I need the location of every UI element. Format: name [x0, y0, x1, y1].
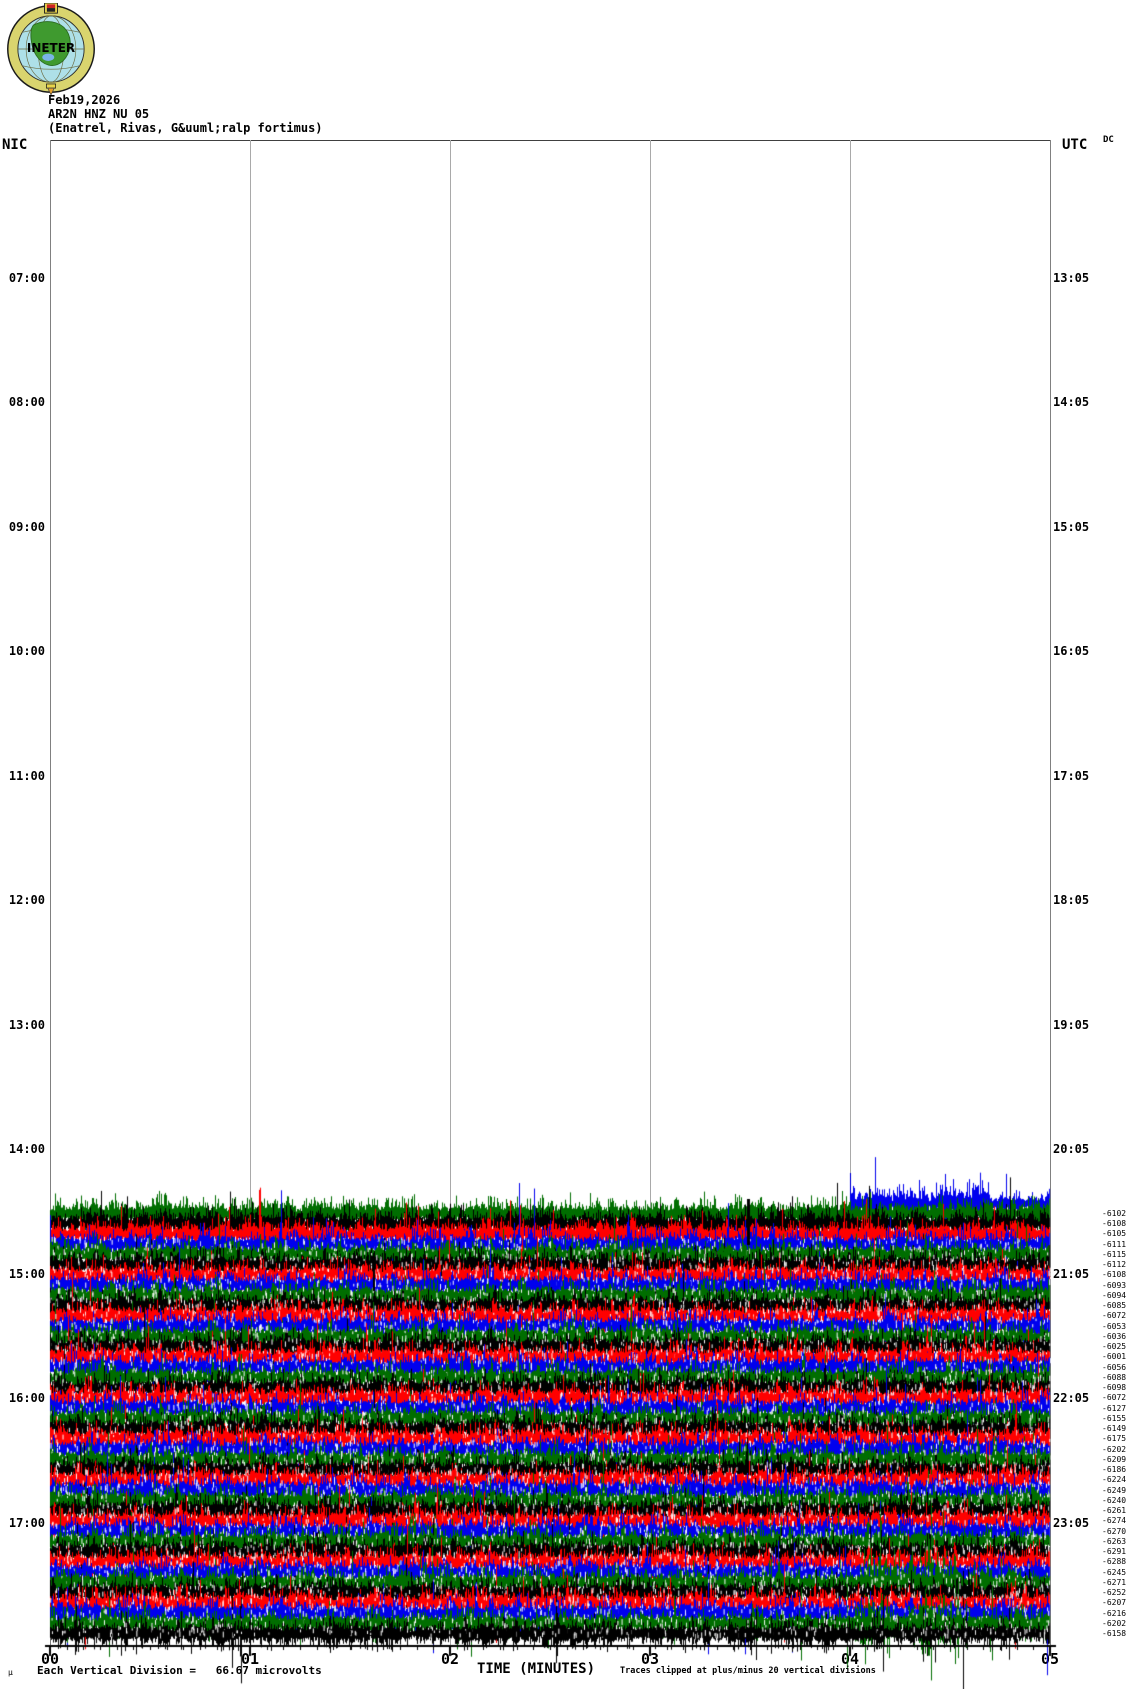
right-axis-label: UTC: [1062, 137, 1088, 153]
clip-note: Traces clipped at plus/minus 20 vertical…: [620, 1666, 876, 1676]
micro-symbol: µ: [8, 1668, 13, 1677]
ineter-logo-icon: INETER: [7, 3, 95, 95]
left-axis-label: NIC: [2, 137, 28, 153]
station-code: AR2N HNZ NU 05: [48, 107, 150, 121]
division-note: Each Vertical Division = 66.67 microvolt…: [37, 1664, 322, 1677]
station-description: (Enatrel, Rivas, G&uuml;ralp fortimus): [48, 121, 323, 135]
x-axis-title: TIME (MINUTES): [477, 1661, 596, 1677]
dc-column-label: DC: [1103, 135, 1114, 145]
logo-text: INETER: [27, 41, 75, 55]
record-date: Feb19,2026: [48, 93, 121, 107]
